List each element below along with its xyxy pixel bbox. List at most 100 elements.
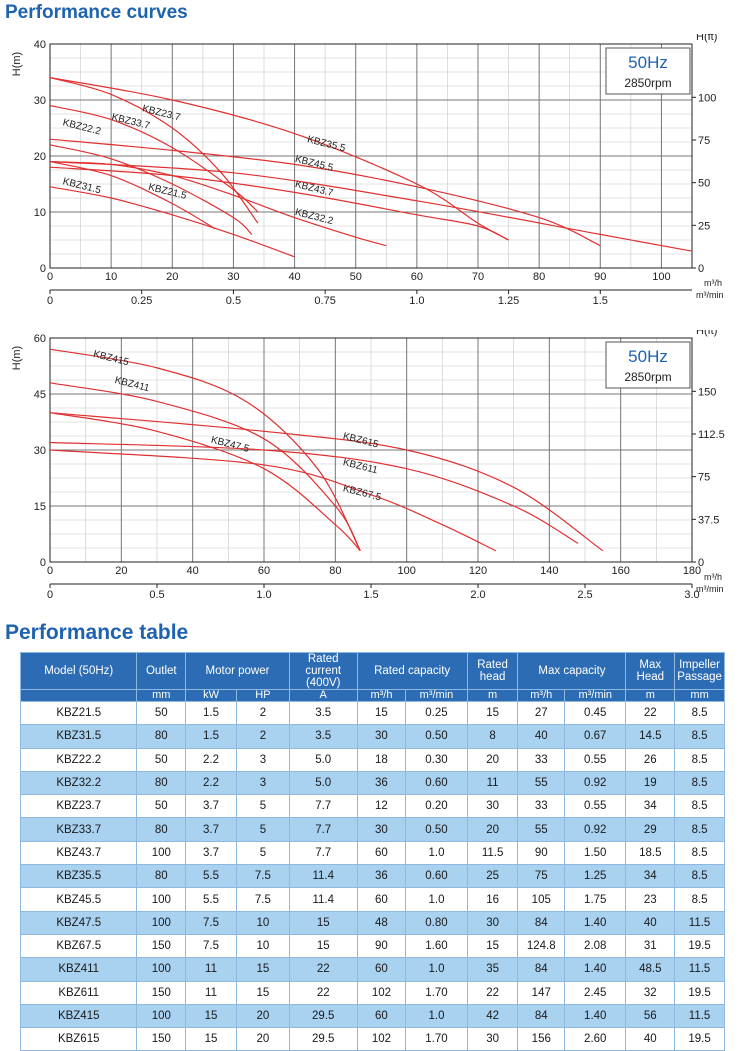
table-cell: KBZ35.5 — [19, 864, 138, 889]
y-right-tick-label: 150 — [698, 386, 716, 398]
table-cell: 8.5 — [674, 770, 725, 796]
table-cell: 29.5 — [288, 1003, 358, 1029]
x-tick-label: 80 — [329, 565, 341, 577]
y-axis-label: H(m) — [11, 52, 23, 76]
table-cell: 0.25 — [405, 700, 468, 726]
table-cell: 124.8 — [517, 933, 566, 959]
table-cell: 2.45 — [564, 980, 627, 1005]
table-cell: 1.0 — [405, 957, 468, 982]
table-cell: 3.7 — [185, 817, 237, 842]
table-cell: 18 — [356, 747, 407, 772]
table-row: KBZ23.7 50 3.7 5 7.7 12 0.20 30 33 0.55 34 8.5 — [19, 794, 725, 819]
y-right-tick-label: 37.5 — [698, 514, 719, 526]
table-cell: 11.4 — [288, 864, 358, 889]
table-cell: 84 — [517, 957, 566, 982]
series-label: KBZ22.2 — [62, 117, 103, 137]
series-label: KBZ31.5 — [62, 176, 103, 196]
x-axis-label: m³/h — [704, 572, 722, 582]
table-cell: 25 — [466, 864, 519, 889]
table-cell: 7.5 — [235, 887, 290, 912]
x-tick-label: 180 — [683, 565, 701, 577]
header-max-capacity: Max capacity — [517, 652, 627, 690]
table-cell: 2 — [235, 700, 290, 726]
y-right-tick-label: 25 — [698, 220, 710, 232]
table-row: KBZ32.2 80 2.2 3 5.0 36 0.60 11 55 0.92 19 8.5 — [19, 770, 725, 796]
table-cell: 7.7 — [288, 817, 358, 842]
table-cell: 11 — [185, 957, 237, 982]
table-cell: 8.5 — [674, 864, 725, 889]
x-tick-label: 100 — [652, 271, 670, 283]
table-cell: 0.30 — [405, 747, 468, 772]
y-tick-label: 15 — [34, 501, 46, 513]
table-cell: 22 — [288, 957, 358, 982]
series-label: KBZ411 — [113, 375, 150, 394]
y-right-tick-label: 112.5 — [698, 429, 725, 441]
table-cell: 15 — [235, 980, 290, 1005]
table-cell: 20 — [235, 1027, 290, 1051]
series-label: KBZ21.5 — [147, 182, 188, 202]
x2-tick-label: 0.75 — [314, 295, 335, 307]
table-row: KBZ611 150 11 15 22 102 1.70 22 147 2.45 32 19.5 — [19, 980, 725, 1005]
table-row: KBZ415 100 15 20 29.5 60 1.0 42 84 1.40 56 11.5 — [19, 1003, 725, 1029]
table-cell: 2.2 — [185, 747, 237, 772]
table-row: KBZ33.7 80 3.7 5 7.7 30 0.50 20 55 0.92 29 8.5 — [19, 817, 725, 842]
x-tick-label: 20 — [115, 565, 127, 577]
table-cell: 22 — [625, 700, 676, 726]
series-label: KBZ67.5 — [342, 483, 383, 503]
table-cell: 1.40 — [564, 957, 627, 982]
y-right-tick-label: 0 — [698, 557, 704, 569]
table-cell: 8.5 — [674, 817, 725, 842]
unit-cell: m — [625, 689, 676, 702]
table-cell: KBZ21.5 — [19, 700, 138, 726]
table-cell: 84 — [517, 1003, 566, 1029]
table-cell: 50 — [136, 700, 187, 726]
table-cell: 1.5 — [185, 700, 237, 726]
x-axis-label: m³/h — [704, 278, 722, 288]
y-tick-label: 45 — [34, 389, 46, 401]
unit-cell: m³/min — [405, 689, 468, 702]
x2-tick-label: 3.0 — [684, 589, 699, 600]
series-line — [49, 412, 604, 552]
table-cell: 7.7 — [288, 840, 358, 866]
table-cell: KBZ411 — [19, 957, 138, 982]
performance-chart-2: 0 20 40 60 80 100 120 140 160 180015304560037.575… — [11, 330, 725, 600]
x2-tick-label: 1.0 — [409, 295, 424, 307]
table-cell: 20 — [466, 747, 519, 772]
y-right-axis-label: H(ft) — [696, 330, 717, 337]
table-cell: 84 — [517, 910, 566, 935]
table-cell: 80 — [136, 817, 187, 842]
unit-cell: m — [466, 689, 519, 702]
performance-table: Model (50Hz) Outlet Motor power Rated cu… — [19, 652, 725, 1051]
table-cell: 60 — [356, 840, 407, 866]
x-tick-label: 30 — [227, 271, 239, 283]
y-tick-label: 30 — [34, 95, 46, 107]
table-cell: 0.60 — [405, 864, 468, 889]
table-cell: 1.70 — [405, 1027, 468, 1051]
table-cell: 7.5 — [185, 910, 237, 935]
series-line — [49, 412, 361, 552]
series-label: KBZ45.5 — [294, 154, 335, 174]
y-right-tick-label: 100 — [698, 92, 716, 104]
table-cell: 15 — [288, 910, 358, 935]
table-cell: 90 — [517, 840, 566, 866]
table-cell: 0.45 — [564, 700, 627, 726]
table-cell: 5.0 — [288, 770, 358, 796]
table-cell: 3.5 — [288, 724, 358, 749]
unit-cell: HP — [235, 689, 290, 702]
table-cell: 15 — [466, 700, 519, 726]
table-row: KBZ31.5 80 1.5 2 3.5 30 0.50 8 40 0.67 14.5 8.5 — [19, 724, 725, 749]
unit-cell: m³/h — [517, 689, 566, 702]
table-cell: 102 — [356, 1027, 407, 1051]
table-cell: 22 — [466, 980, 519, 1005]
legend-box — [605, 341, 691, 389]
table-cell: 1.50 — [564, 840, 627, 866]
table-cell: 8.5 — [674, 724, 725, 749]
table-cell: 30 — [356, 724, 407, 749]
table-cell: 147 — [517, 980, 566, 1005]
table-cell: 40 — [625, 1027, 676, 1051]
y-axis-label: H(m) — [11, 346, 23, 370]
y-right-tick-label: 50 — [698, 178, 710, 190]
series-line — [49, 186, 295, 258]
x-tick-label: 160 — [611, 565, 629, 577]
table-header-row: Model (50Hz) Outlet Motor power Rated cu… — [19, 652, 725, 690]
